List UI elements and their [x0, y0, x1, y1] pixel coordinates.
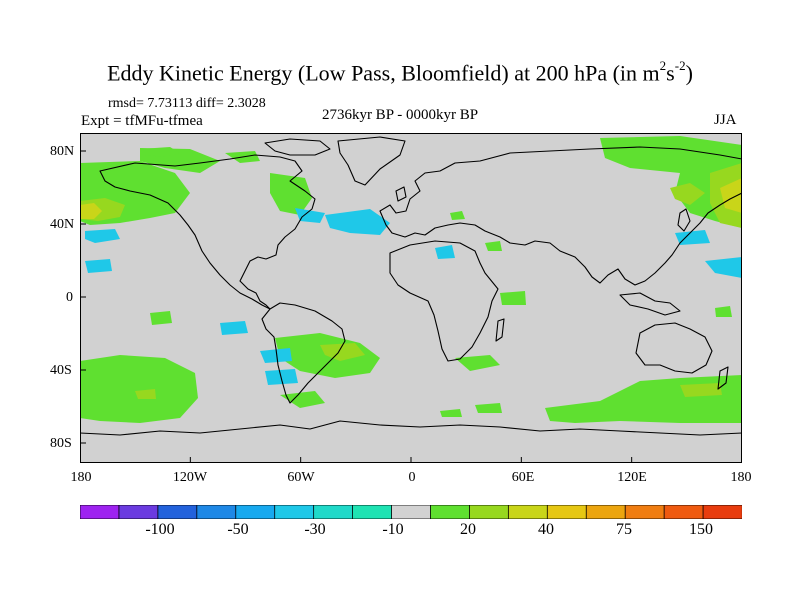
- contour-positive: [720, 178, 742, 213]
- lon-tick-label: 180: [730, 470, 752, 485]
- colorbar: [80, 505, 742, 519]
- coastline-japan: [677, 208, 691, 232]
- stats-text: rmsd= 7.73113 diff= 2.3028: [108, 96, 266, 111]
- coastline-eurasia: [379, 146, 742, 286]
- coastline-greenland: [337, 136, 406, 186]
- colorbar-cell: [663, 505, 704, 519]
- colorbar-label: 40: [538, 521, 554, 538]
- contour-positive: [270, 173, 312, 215]
- experiment-label: Expt = tfMFu-tfmea: [81, 113, 203, 129]
- contour-negative: [220, 321, 248, 335]
- colorbar-label: -50: [227, 521, 249, 538]
- coastline-south-america: [261, 302, 346, 404]
- contour-positive: [320, 343, 365, 361]
- lat-tick-label: 80N: [50, 144, 75, 159]
- colorbar-cell: [702, 505, 742, 519]
- lat-tick-label: 40N: [50, 217, 75, 232]
- lon-tick-label: 180: [70, 470, 92, 485]
- contour-positive: [455, 355, 500, 371]
- contour-positive: [150, 311, 172, 325]
- lon-tick-label: 60W: [287, 470, 315, 485]
- contour-negative: [435, 245, 455, 259]
- coastline-north-america: [99, 154, 316, 310]
- contour-positive: [475, 403, 502, 413]
- contour-positive: [135, 389, 156, 399]
- lat-tick-label: 0: [66, 290, 73, 305]
- contour-negative: [85, 259, 112, 273]
- coastline-africa: [389, 240, 499, 362]
- colorbar-cell: [585, 505, 626, 519]
- chart-title: Eddy Kinetic Energy (Low Pass, Bloomfiel…: [107, 58, 693, 86]
- contour-negative: [295, 208, 325, 223]
- contour-negative: [85, 229, 120, 243]
- lat-tick-label: 80S: [50, 436, 72, 451]
- contour-negative: [705, 257, 742, 278]
- contour-positive: [440, 409, 462, 417]
- colorbar-label: -10: [382, 521, 404, 538]
- lat-tick-label: 40S: [50, 363, 72, 378]
- colorbar-cell: [507, 505, 548, 519]
- colorbar-cell: [430, 505, 471, 519]
- colorbar-label: 150: [689, 521, 713, 538]
- colorbar-cell: [196, 505, 237, 519]
- contour-positive: [140, 147, 180, 157]
- eke-shading: [80, 136, 742, 423]
- colorbar-cell: [80, 505, 120, 519]
- coastline-new-zealand: [717, 366, 729, 390]
- colorbar-cell: [352, 505, 393, 519]
- contour-positive: [670, 183, 705, 205]
- colorbar-cell: [235, 505, 276, 519]
- lon-tick-label: 60E: [511, 470, 535, 485]
- coastline-arctic-islands: [264, 138, 331, 156]
- lon-tick-label: 0: [408, 470, 416, 485]
- colorbar-label: 75: [616, 521, 632, 538]
- coastlines: [80, 136, 742, 436]
- lon-tick-label: 120E: [617, 470, 647, 485]
- colorbar-label: -100: [145, 521, 175, 538]
- contour-positive: [280, 391, 325, 408]
- contour-positive: [80, 355, 198, 423]
- map-panel: [80, 133, 742, 463]
- period-label: 2736kyr BP - 0000kyr BP: [321, 107, 479, 123]
- contour-positive: [500, 291, 526, 305]
- contour-positive: [485, 241, 502, 251]
- colorbar-cell: [274, 505, 315, 519]
- contour-positive: [80, 203, 102, 219]
- coastline-antarctica: [80, 420, 742, 436]
- coastline-madagascar: [495, 318, 505, 342]
- axis-ticks: [80, 150, 742, 463]
- contour-positive: [715, 306, 732, 317]
- contour-positive: [600, 136, 742, 228]
- colorbar-label: 20: [460, 521, 476, 538]
- colorbar-cell: [469, 505, 510, 519]
- coastline-british-isles: [395, 186, 407, 202]
- contour-negative: [675, 230, 710, 245]
- colorbar-cell: [157, 505, 198, 519]
- coastline-australia: [635, 322, 713, 374]
- season-label: JJA: [714, 112, 737, 128]
- colorbar-cell: [546, 505, 587, 519]
- colorbar-cell: [313, 505, 354, 519]
- colorbar-label: -30: [304, 521, 326, 538]
- contour-positive: [450, 211, 465, 220]
- contour-negative: [260, 348, 292, 363]
- contour-positive: [680, 383, 722, 397]
- coastline-maritime-se-asia: [619, 292, 681, 316]
- colorbar-cell: [118, 505, 159, 519]
- colorbar-cell: [391, 505, 432, 519]
- colorbar-cell: [624, 505, 665, 519]
- contour-negative: [325, 209, 390, 235]
- lon-tick-label: 120W: [172, 470, 208, 485]
